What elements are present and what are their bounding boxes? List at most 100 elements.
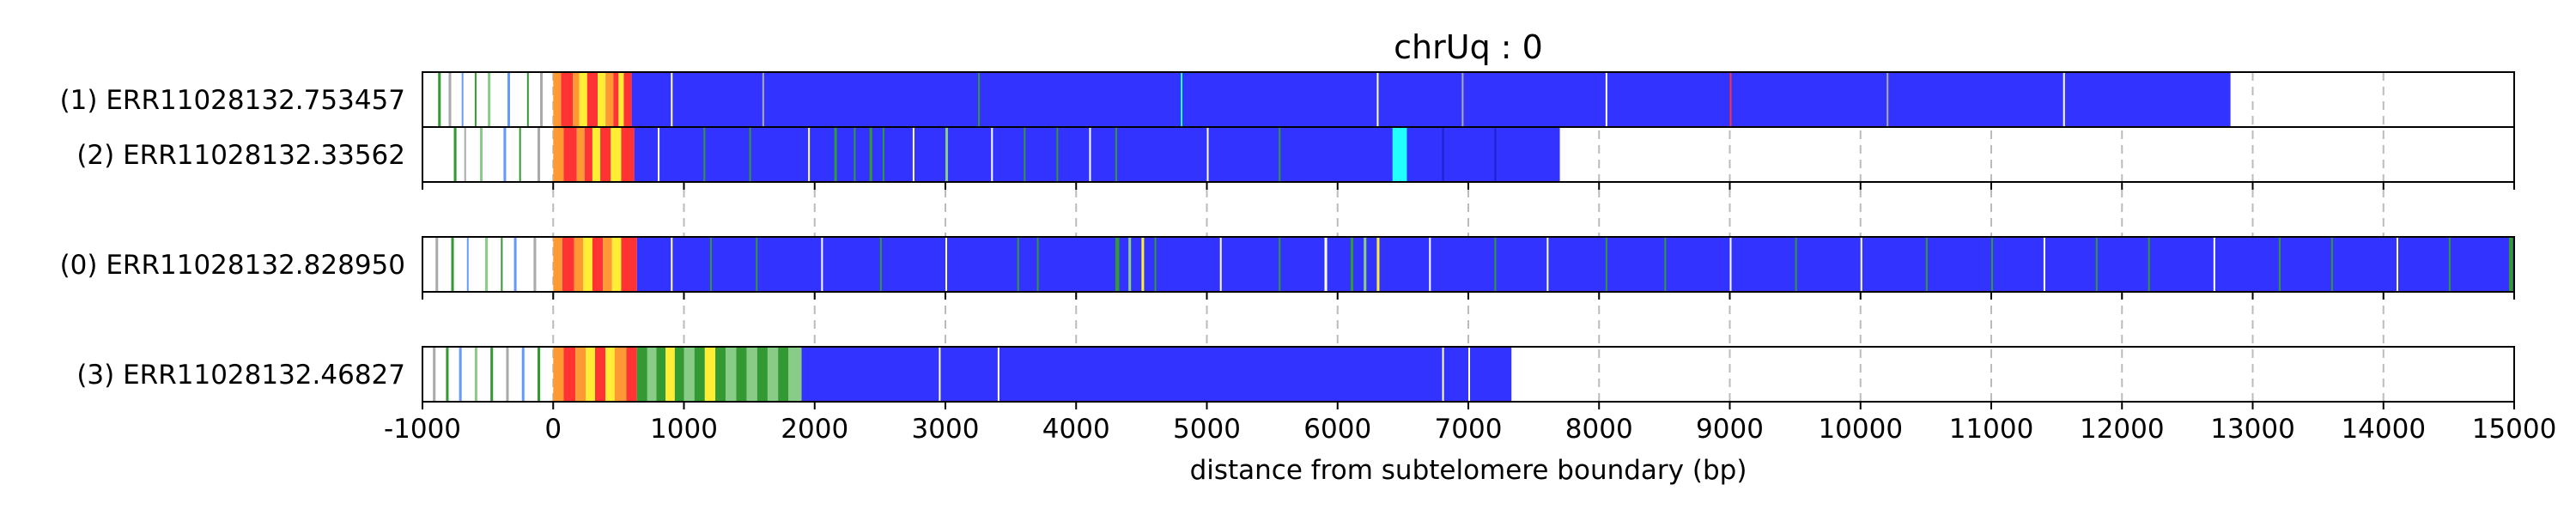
- read-segment: [503, 127, 507, 182]
- read-segment: [2278, 237, 2281, 292]
- read-segment: [736, 347, 747, 402]
- x-tick-label: 6000: [1303, 414, 1371, 445]
- read-segment: [513, 237, 517, 292]
- read-segment: [1494, 127, 1497, 182]
- x-tick-label: 5000: [1173, 414, 1241, 445]
- read-segment: [746, 347, 757, 402]
- read-segment: [438, 72, 441, 127]
- read-label: (3) ERR11028132.46827: [76, 360, 405, 391]
- read-segment: [573, 72, 580, 127]
- read-segment: [647, 347, 657, 402]
- read-segment: [2508, 237, 2513, 292]
- read-segment: [611, 237, 622, 292]
- read-segment: [461, 72, 464, 127]
- read-segment: [621, 127, 635, 182]
- chart-title: chrUq : 0: [1394, 28, 1543, 66]
- read-label: (1) ERR11028132.753457: [60, 85, 405, 116]
- read-segment: [623, 72, 632, 127]
- read-segment: [583, 237, 592, 292]
- x-tick-label: 8000: [1565, 414, 1633, 445]
- read-segment: [479, 127, 483, 182]
- read-segment: [1429, 237, 1431, 292]
- read-bar: [636, 237, 2515, 292]
- read-segment: [561, 72, 574, 127]
- read-segment: [656, 347, 666, 402]
- read-segment: [586, 347, 595, 402]
- x-tick-label: 10000: [1818, 414, 1903, 445]
- x-axis-label: distance from subtelomere boundary (bp): [1190, 455, 1747, 486]
- read-segment: [1605, 237, 1607, 292]
- read-segment: [466, 237, 469, 292]
- reads-layer: (1) ERR11028132.753457 (2) ERR11028132.33…: [60, 72, 2515, 402]
- read-segment: [703, 127, 706, 182]
- read-segment: [537, 127, 541, 182]
- read-segment: [1324, 237, 1327, 292]
- read-segment: [459, 347, 462, 402]
- read-segment: [521, 347, 525, 402]
- read-segment: [671, 237, 673, 292]
- read-segment: [2043, 237, 2045, 292]
- read-segment: [658, 127, 660, 182]
- read-segment: [2448, 237, 2451, 292]
- read-segment: [453, 127, 457, 182]
- read-segment: [1056, 127, 1059, 182]
- read-segment: [1364, 237, 1367, 292]
- x-tick-label: 2000: [781, 414, 848, 445]
- read-segment: [490, 347, 494, 402]
- read-segment: [446, 347, 449, 402]
- read-segment: [762, 72, 764, 127]
- read-track: (0) ERR11028132.828950: [60, 237, 2515, 292]
- read-segment: [584, 127, 592, 182]
- read-segment: [1376, 237, 1380, 292]
- read-segment: [709, 237, 712, 292]
- x-tick-label: 12000: [2080, 414, 2165, 445]
- read-segment: [1279, 237, 1281, 292]
- read-segment: [540, 72, 544, 127]
- read-segment: [2213, 237, 2215, 292]
- read-segment: [1279, 127, 1281, 182]
- read-segment: [553, 72, 562, 127]
- read-segment: [526, 72, 529, 127]
- read-segment: [611, 127, 622, 182]
- read-segment: [726, 347, 737, 402]
- read-segment: [614, 347, 627, 402]
- read-segment: [694, 347, 705, 402]
- read-segment: [594, 347, 606, 402]
- read-segment: [563, 347, 576, 402]
- read-segment: [553, 127, 564, 182]
- read-track: (2) ERR11028132.33562: [76, 127, 1560, 182]
- x-tick-label: 7000: [1435, 414, 1503, 445]
- x-tick-label: 13000: [2210, 414, 2295, 445]
- read-segment: [574, 237, 584, 292]
- read-segment: [605, 347, 615, 402]
- read-segment: [592, 127, 601, 182]
- read-segment: [778, 347, 789, 402]
- read-segment: [939, 347, 941, 402]
- x-tick-label: 15000: [2472, 414, 2557, 445]
- read-segment: [665, 347, 675, 402]
- read-track: (3) ERR11028132.46827: [76, 347, 1512, 402]
- read-bar: [634, 127, 1560, 182]
- read-segment: [1376, 72, 1379, 127]
- read-segment: [553, 237, 562, 292]
- read-segment: [451, 237, 454, 292]
- read-segment: [683, 347, 695, 402]
- read-segment: [1017, 237, 1019, 292]
- read-segment: [1729, 72, 1732, 127]
- read-segment: [671, 72, 673, 127]
- x-tick-label: 1000: [650, 414, 718, 445]
- read-segment: [767, 347, 779, 402]
- read-segment: [519, 127, 521, 182]
- read-segment: [1392, 127, 1407, 182]
- read-segment: [598, 72, 606, 127]
- read-segment: [912, 127, 914, 182]
- read-segment: [474, 347, 477, 402]
- read-segment: [435, 237, 439, 292]
- read-segment: [1036, 237, 1039, 292]
- read-segment: [1886, 72, 1889, 127]
- read-segment: [1442, 347, 1444, 402]
- read-segment: [1494, 237, 1497, 292]
- read-segment: [618, 72, 624, 127]
- x-tick-label: -1000: [384, 414, 461, 445]
- read-segment: [821, 237, 823, 292]
